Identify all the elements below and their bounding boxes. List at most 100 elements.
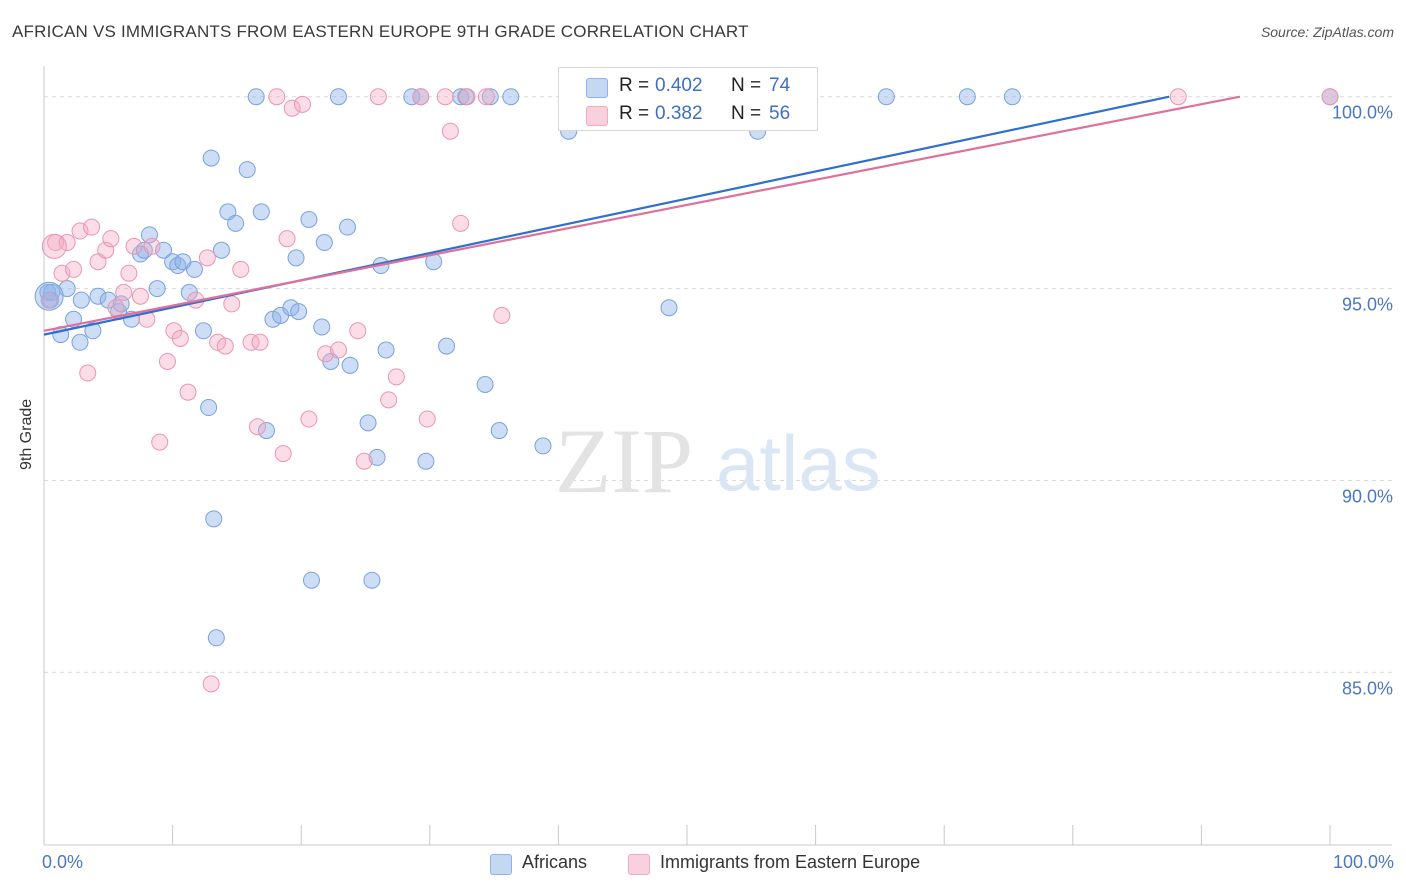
immigrants-point xyxy=(452,214,470,232)
africans-point xyxy=(135,241,153,259)
immigrants-r-value: 0.382 xyxy=(655,103,703,124)
immigrants-point xyxy=(65,260,83,278)
y-tick-labels: 100.0% 95.0% 90.0% 85.0% xyxy=(1332,103,1393,699)
stats-legend-immigrants: R = 0.382 N = 56 xyxy=(559,101,817,129)
immigrants-point xyxy=(40,291,58,309)
r-label: R = xyxy=(619,75,650,96)
immigrants-legend-swatch xyxy=(628,854,650,875)
africans-point xyxy=(1003,88,1021,106)
africans-point xyxy=(71,333,89,351)
immigrants-point xyxy=(477,88,495,106)
africans-point xyxy=(84,322,102,340)
africans-point xyxy=(194,322,212,340)
immigrants-point xyxy=(120,264,138,282)
y-tick-label: 95.0% xyxy=(1342,295,1393,315)
africans-point xyxy=(660,299,678,317)
africans-point xyxy=(476,376,494,394)
africans-point-cluster xyxy=(34,281,64,311)
africans-legend-label: Africans xyxy=(522,852,588,872)
africans-point xyxy=(363,571,381,589)
gridlines xyxy=(44,96,1392,673)
africans-point xyxy=(958,88,976,106)
y-tick-label: 90.0% xyxy=(1342,486,1393,506)
y-tick-label: 100.0% xyxy=(1332,103,1393,123)
stats-legend: R = 0.402 N = 74 R = 0.382 N = 56 xyxy=(558,67,818,131)
stats-legend-africans: R = 0.402 N = 74 xyxy=(559,73,817,101)
africans-point xyxy=(534,437,552,455)
africans-point xyxy=(481,88,499,106)
trend-lines xyxy=(43,95,1241,336)
n-label: N = xyxy=(731,75,762,96)
immigrants-point xyxy=(248,418,266,436)
immigrants-point xyxy=(151,433,169,451)
immigrants-point xyxy=(355,452,373,470)
africans-point xyxy=(212,241,230,259)
africans-point xyxy=(368,448,386,466)
africans-point xyxy=(877,88,895,106)
immigrants-point xyxy=(387,368,405,386)
immigrants-point xyxy=(317,345,335,363)
immigrants-point xyxy=(283,99,301,117)
immigrants-point xyxy=(458,88,476,106)
watermark-zip: ZIP xyxy=(555,410,693,512)
africans-point xyxy=(452,88,470,106)
immigrants-point xyxy=(436,88,454,106)
africans-legend-swatch xyxy=(490,854,512,875)
africans-point xyxy=(377,341,395,359)
x-tick-max: 100.0% xyxy=(1332,852,1394,872)
immigrants-point xyxy=(278,230,296,248)
africans-point xyxy=(202,149,220,167)
immigrants-point xyxy=(125,237,143,255)
immigrants-point xyxy=(369,88,387,106)
africans-point xyxy=(72,291,90,309)
africans-point xyxy=(207,629,225,647)
immigrants-point xyxy=(79,364,97,382)
immigrants-point xyxy=(209,333,227,351)
immigrants-point xyxy=(268,88,286,106)
africans-point xyxy=(238,161,256,179)
immigrants-point xyxy=(329,341,347,359)
africans-point xyxy=(417,452,435,470)
immigrants-point xyxy=(493,306,511,324)
immigrants-point xyxy=(83,218,101,236)
immigrants-point-cluster xyxy=(41,233,67,259)
africans-point xyxy=(438,337,456,355)
immigrants-point xyxy=(171,329,189,347)
africans-point xyxy=(490,422,508,440)
africans-point xyxy=(329,88,347,106)
y-tick-label: 85.0% xyxy=(1342,678,1393,698)
data-points xyxy=(34,88,1339,693)
immigrants-point xyxy=(418,410,436,428)
x-tick-min: 0.0% xyxy=(42,852,84,872)
immigrants-point xyxy=(115,283,133,301)
africans-point xyxy=(403,88,421,106)
immigrants-point xyxy=(300,410,318,428)
r-label: R = xyxy=(619,103,650,124)
africans-point xyxy=(338,218,356,236)
immigrants-point xyxy=(274,445,292,463)
africans-point xyxy=(89,287,107,305)
africans-point xyxy=(341,356,359,374)
immigrants-point xyxy=(349,322,367,340)
immigrants-point xyxy=(102,230,120,248)
immigrants-point xyxy=(1321,88,1339,106)
chart-source: Source: ZipAtlas.com xyxy=(1260,24,1394,40)
africans-point xyxy=(287,249,305,267)
immigrants-point xyxy=(232,260,250,278)
immigrants-point xyxy=(202,675,220,693)
africans-point xyxy=(502,88,520,106)
immigrants-point xyxy=(251,333,269,351)
africans-point xyxy=(300,210,318,228)
africans-n-value: 74 xyxy=(769,75,791,96)
africans-point xyxy=(200,399,218,417)
africans-point xyxy=(148,280,166,298)
africans-point xyxy=(313,318,331,336)
africans-point xyxy=(264,310,282,328)
immigrants-legend-label: Immigrants from Eastern Europe xyxy=(660,852,921,872)
africans-point xyxy=(252,203,270,221)
immigrants-point xyxy=(198,249,216,267)
n-label: N = xyxy=(731,103,762,124)
immigrants-point xyxy=(179,383,197,401)
series-legend: Africans Immigrants from Eastern Europe xyxy=(0,852,1406,878)
